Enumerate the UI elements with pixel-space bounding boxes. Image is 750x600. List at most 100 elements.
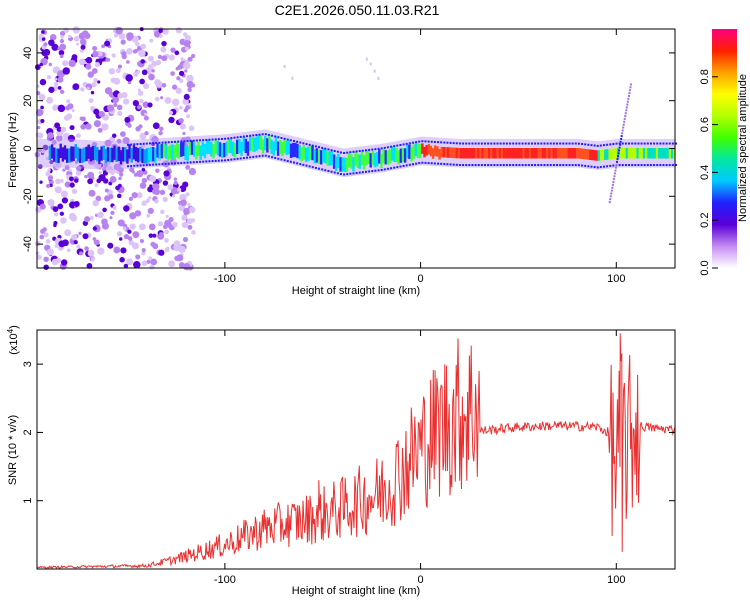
colorbar-tick-label: 0.0 [699, 260, 711, 275]
spectrogram-cell [133, 261, 141, 269]
spectrogram-edge [675, 142, 677, 145]
snr-marks [36, 333, 676, 570]
spectrogram-cell [96, 178, 102, 184]
spectrogram-edge [565, 142, 568, 145]
spectrogram-ridge [57, 148, 60, 163]
spectrogram-edge [227, 137, 230, 140]
spectrogram-cell [141, 177, 148, 184]
spectrogram-edge [540, 142, 543, 145]
spectrogram-cell [93, 78, 98, 83]
spectrogram-ridge [337, 153, 340, 169]
spectrogram-ridge [431, 148, 435, 159]
spectrogram-cell [62, 67, 70, 75]
spectrogram-x-tick-label: -100 [214, 273, 236, 285]
spectrogram-cell [86, 263, 93, 269]
spectrogram-cell [182, 237, 189, 243]
spectrogram-cell [131, 242, 139, 250]
spectrogram-ridge [287, 140, 291, 155]
spectrogram-cell [139, 238, 145, 244]
spectrogram-cell [97, 80, 101, 84]
spectrogram-edge [556, 142, 559, 145]
spectrogram-cell [74, 178, 79, 183]
spectrogram-edge [399, 144, 402, 147]
spectrogram-streak [613, 175, 616, 178]
spectrogram-edge [455, 163, 458, 166]
spectrogram-cell [49, 34, 57, 41]
spectrogram-ridge [453, 147, 456, 159]
spectrogram-edge [599, 144, 602, 147]
spectrogram-cell [61, 197, 68, 204]
spectrogram-ridge [175, 142, 179, 157]
spectrogram-edge [355, 171, 358, 174]
spectrogram-cell [67, 134, 76, 143]
spectrogram-edge [581, 164, 584, 167]
spectrogram-streak [622, 126, 625, 129]
spectrogram-ridge [406, 143, 409, 159]
spectrogram-cell [162, 196, 168, 203]
spectrogram-ridge [595, 150, 598, 161]
spectrogram-ridge [556, 148, 560, 159]
spectrogram-streak [627, 97, 630, 100]
spectrogram-edge [518, 142, 521, 145]
snr-y-tick-label: 3 [22, 361, 34, 367]
spectrogram-edge [574, 142, 577, 145]
spectrogram-cell [191, 230, 196, 235]
spectrogram-cell [53, 220, 58, 226]
spectrogram-edge [161, 163, 164, 166]
spectrogram-ridge [132, 145, 136, 160]
spectrogram-edge [446, 163, 449, 166]
spectrogram-cell [104, 188, 109, 193]
spectrogram-ridge [242, 136, 245, 152]
spectrogram-cell [59, 178, 64, 183]
spectrogram-edge [577, 142, 580, 145]
spectrogram-ridge [673, 148, 676, 159]
spectrogram-edge [637, 164, 640, 167]
spectrogram-ridge [666, 148, 669, 159]
spectrogram-ridge [313, 149, 316, 164]
spectrogram-ridge [436, 146, 439, 157]
spectrogram-edge [383, 168, 386, 171]
spectrogram-cell [78, 32, 86, 40]
spectrogram-edge [180, 161, 183, 164]
spectrogram-cell [82, 233, 89, 240]
spectrogram-ridge [623, 148, 626, 159]
spectrogram-streak [619, 140, 622, 143]
spectrogram-edge [662, 164, 665, 167]
spectrogram-edge [336, 150, 339, 153]
spectrogram-ridge [341, 157, 344, 172]
spectrogram-edge [568, 164, 571, 167]
spectrogram-cell [176, 254, 184, 262]
spectrogram-edge [587, 143, 590, 146]
spectrogram-cell [61, 31, 65, 35]
spectrogram-ridge [492, 148, 495, 159]
spectrogram-edge [374, 169, 377, 172]
spectrogram-ridge [345, 157, 349, 172]
spectrogram-edge [267, 133, 270, 136]
spectrogram-ridge [653, 148, 657, 159]
spectrogram-ridge [326, 151, 329, 166]
spectrogram-cell [59, 89, 65, 95]
spectrogram-ridge [360, 150, 364, 166]
spectrogram-cell [102, 178, 109, 184]
spectrogram-cell [140, 59, 145, 64]
spectrogram-edge [314, 145, 317, 148]
spectrogram-cell [39, 62, 43, 67]
spectrogram-edge [361, 149, 364, 152]
spectrogram-ridge [483, 148, 486, 159]
spectrogram-ridge [61, 147, 65, 162]
spectrogram-edge [142, 164, 145, 167]
spectrogram-cell [180, 57, 184, 61]
spectrogram-ridge [83, 147, 86, 162]
spectrogram-edge [415, 141, 418, 144]
spectrogram-edge [515, 164, 518, 167]
spectrogram-edge [299, 163, 302, 166]
spectrogram-cell [151, 136, 159, 144]
spectrogram-edge [177, 162, 180, 165]
spectrogram-edge [386, 167, 389, 170]
spectrogram-edge [502, 164, 505, 167]
spectrogram-edge [130, 165, 133, 168]
spectrogram-cell [122, 226, 127, 231]
spectrogram-cell [162, 180, 169, 186]
spectrogram-streak [629, 83, 632, 86]
spectrogram-cell [92, 45, 98, 51]
